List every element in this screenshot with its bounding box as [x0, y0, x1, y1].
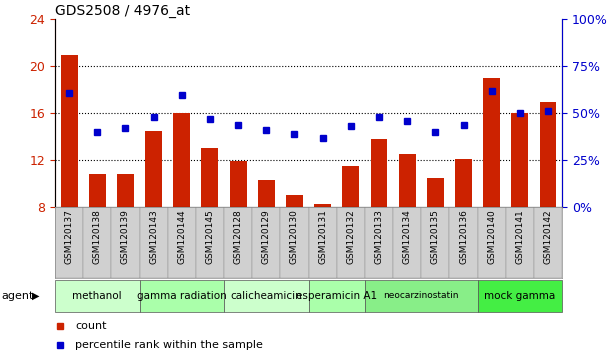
Bar [478, 207, 506, 278]
Text: GSM120138: GSM120138 [93, 209, 102, 264]
Bar [196, 207, 224, 278]
Bar [252, 207, 280, 278]
Text: GSM120129: GSM120129 [262, 209, 271, 264]
Bar [450, 207, 478, 278]
Bar [534, 207, 562, 278]
Text: GSM120143: GSM120143 [149, 209, 158, 264]
Bar [83, 207, 111, 278]
Bar [139, 207, 167, 278]
Text: mock gamma: mock gamma [485, 291, 555, 301]
Bar [89, 174, 106, 301]
Bar [174, 113, 190, 301]
Bar [314, 204, 331, 301]
Bar [365, 207, 393, 278]
Bar [55, 280, 139, 312]
Text: GSM120139: GSM120139 [121, 209, 130, 264]
Text: GSM120141: GSM120141 [515, 209, 524, 264]
Bar [478, 280, 562, 312]
Text: calicheamicin: calicheamicin [230, 291, 302, 301]
Text: GSM120145: GSM120145 [205, 209, 214, 264]
Text: GSM120131: GSM120131 [318, 209, 327, 264]
Bar [230, 161, 247, 301]
Text: GSM120133: GSM120133 [375, 209, 384, 264]
Bar [139, 280, 224, 312]
Bar [286, 195, 303, 301]
Bar [224, 207, 252, 278]
Bar [455, 159, 472, 301]
Bar [370, 139, 387, 301]
Text: GSM120130: GSM120130 [290, 209, 299, 264]
Text: agent: agent [2, 291, 34, 301]
Bar [280, 207, 309, 278]
Bar [117, 174, 134, 301]
Text: GSM120132: GSM120132 [346, 209, 356, 264]
Text: GSM120137: GSM120137 [65, 209, 73, 264]
Bar [365, 280, 478, 312]
Bar [540, 102, 557, 301]
Text: GDS2508 / 4976_at: GDS2508 / 4976_at [55, 5, 190, 18]
Text: GSM120135: GSM120135 [431, 209, 440, 264]
Bar [202, 148, 218, 301]
Text: percentile rank within the sample: percentile rank within the sample [75, 341, 263, 350]
Bar [167, 207, 196, 278]
Text: GSM120136: GSM120136 [459, 209, 468, 264]
Text: GSM120142: GSM120142 [544, 209, 552, 264]
Bar [258, 180, 275, 301]
Text: ▶: ▶ [32, 291, 39, 301]
Bar [506, 207, 534, 278]
Bar [399, 154, 415, 301]
Bar [393, 207, 421, 278]
Text: GSM120140: GSM120140 [487, 209, 496, 264]
Bar [111, 207, 139, 278]
Bar [342, 166, 359, 301]
Text: GSM120134: GSM120134 [403, 209, 412, 264]
Bar [427, 178, 444, 301]
Bar [309, 207, 337, 278]
Bar [511, 113, 529, 301]
Text: gamma radiation: gamma radiation [137, 291, 227, 301]
Bar [337, 207, 365, 278]
Bar [60, 55, 78, 301]
Text: GSM120128: GSM120128 [233, 209, 243, 264]
Text: count: count [75, 321, 107, 331]
Bar [309, 280, 365, 312]
Bar [483, 78, 500, 301]
Text: methanol: methanol [73, 291, 122, 301]
Text: esperamicin A1: esperamicin A1 [296, 291, 377, 301]
Text: neocarzinostatin: neocarzinostatin [384, 291, 459, 300]
Bar [55, 207, 83, 278]
Bar [421, 207, 450, 278]
Bar [224, 280, 309, 312]
Text: GSM120144: GSM120144 [177, 209, 186, 264]
Bar [145, 131, 162, 301]
